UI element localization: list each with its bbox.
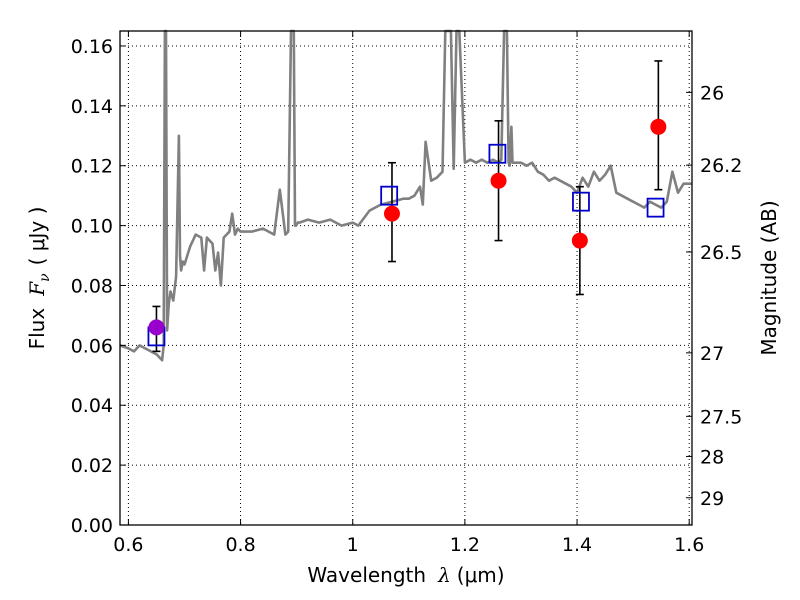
y-axis-label-subscript: ν: [37, 273, 53, 282]
model-square-point: [380, 185, 399, 206]
x-tick-label: 1.2: [450, 534, 480, 556]
x-axis-label-unit: (μm): [457, 563, 505, 587]
observed-point: [571, 232, 588, 249]
x-tick-label: 0.8: [225, 534, 255, 556]
y2-tick-label: 28: [700, 446, 724, 468]
y-tick-label: 0.00: [71, 515, 113, 537]
model-square-point: [572, 191, 590, 212]
y-tick-label: 0.04: [71, 395, 113, 417]
y-tick-label: 0.14: [71, 96, 113, 118]
x-axis-label: Wavelength λ (μm): [307, 563, 504, 587]
x-axis-label-symbol: λ: [437, 563, 451, 587]
x-tick-label: 1: [347, 534, 359, 556]
plot-frame: [119, 30, 693, 526]
observed-point-series: [148, 118, 667, 336]
y2-tick-label: 29: [700, 488, 724, 510]
y2-axis-label: Magnitude (AB): [757, 200, 781, 355]
y2-tick-label: 27: [700, 343, 724, 365]
y-tick-label: 0.06: [71, 335, 113, 357]
x-tick-label: 0.6: [113, 534, 143, 556]
model-square-point: [488, 143, 507, 164]
y-axis-label-symbol: F: [25, 281, 49, 297]
y-tick-label: 0.02: [71, 455, 113, 477]
observed-point: [490, 172, 507, 189]
grid-lines: [120, 31, 692, 525]
errorbar-series: [152, 60, 663, 353]
y2-axis-ticks: 26 26.2 26.5 27 27.5 28 29: [686, 82, 742, 510]
x-tick-label: 1.4: [562, 534, 592, 556]
y-axis-label: Flux Fν ( μJy ): [25, 207, 53, 350]
spectrum-line: [119, 29, 692, 362]
y-axis-ticks: 0.00 0.02 0.04 0.06 0.08 0.10 0.12 0.14 0.16: [71, 36, 126, 537]
x-axis-label-text: Wavelength: [307, 563, 426, 587]
spectrum-series: [119, 29, 692, 362]
x-axis-ticks: 0.6 0.8 1 1.2 1.4 1.6: [113, 31, 704, 556]
x-tick-label: 1.6: [674, 534, 704, 556]
y-tick-label: 0.08: [71, 275, 113, 297]
y-tick-label: 0.10: [71, 216, 113, 238]
y2-tick-label: 26.2: [700, 155, 742, 177]
y-axis-label-text: Flux: [25, 308, 49, 350]
y2-tick-label: 26: [700, 82, 724, 104]
observed-point: [383, 205, 400, 222]
y-axis-label-unit: ( μJy ): [25, 207, 49, 266]
y-tick-label: 0.12: [71, 156, 113, 178]
model-square-point: [646, 197, 665, 218]
observed-point: [650, 118, 667, 135]
y2-tick-label: 27.5: [700, 406, 742, 428]
y2-tick-label: 26.5: [700, 242, 742, 264]
y-tick-label: 0.16: [71, 36, 113, 58]
observed-point: [148, 319, 165, 336]
model-square-series: [147, 143, 665, 347]
